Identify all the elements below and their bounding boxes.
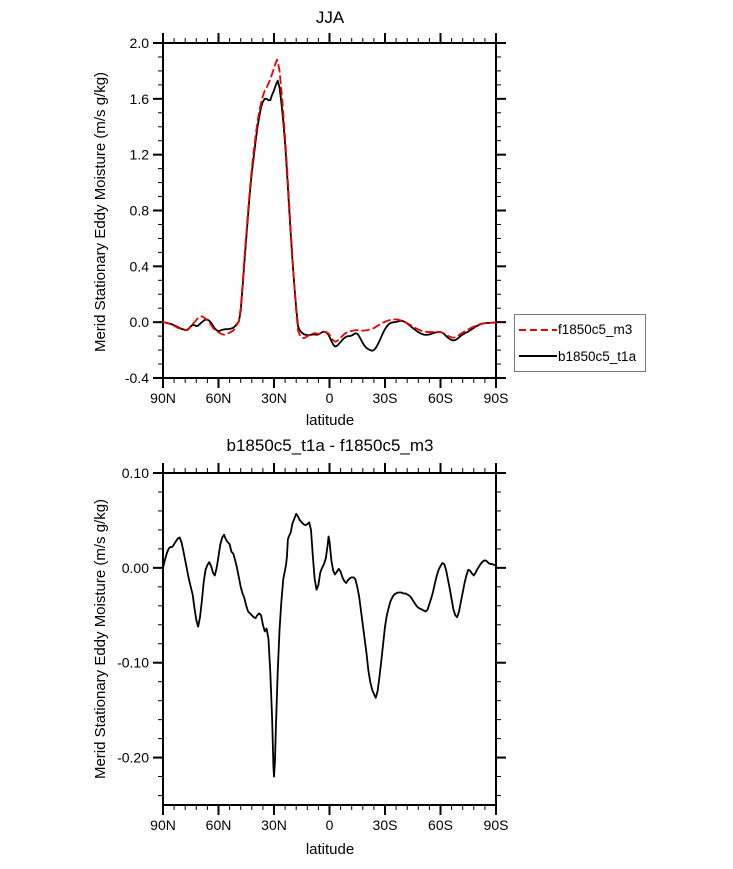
red-dashed-line-swatch-icon — [519, 328, 557, 331]
y-tick-label: 1.6 — [130, 91, 150, 107]
y-tick-label: 0.0 — [130, 314, 150, 330]
jja-chart-title: JJA — [315, 8, 345, 27]
legend: f1850c5_m3 b1850c5_t1a — [514, 314, 646, 372]
series-line-f1850c5-m3 — [162, 58, 497, 343]
difference-y-axis-label: Merid Stationary Eddy Moisture (m/s g/kg… — [92, 498, 109, 780]
x-tick-label: 60N — [206, 390, 232, 406]
jja-x-axis-label: latitude — [305, 412, 355, 429]
difference-x-axis-label: latitude — [305, 841, 355, 858]
x-tick-label: 90N — [150, 817, 176, 833]
x-tick-label: 90S — [484, 390, 509, 406]
black-solid-line-swatch-icon — [519, 355, 557, 358]
y-tick-label: 0.00 — [122, 560, 149, 576]
legend-item: f1850c5_m3 — [518, 318, 645, 342]
difference-plot-area: 90N 60N 30N 0 30S 60S 90S 0.10 0.00 -0.10 -0.20 — [117, 463, 508, 833]
x-tick-label: 30S — [373, 390, 398, 406]
x-tick-label: 30N — [261, 390, 287, 406]
series-line-b1850c5-t1a-f1850c5-m3 — [162, 512, 497, 778]
y-tick-label: -0.10 — [117, 655, 149, 671]
x-tick-label: 60S — [428, 817, 453, 833]
legend-item: b1850c5_t1a — [518, 344, 645, 368]
x-tick-label: 90S — [484, 817, 509, 833]
difference-chart-title: b1850c5_t1a - f1850c5_m3 — [226, 436, 434, 455]
y-tick-label: 0.10 — [122, 465, 149, 481]
x-tick-label: 30N — [261, 817, 287, 833]
x-tick-label: 90N — [150, 390, 176, 406]
legend-label: f1850c5_m3 — [558, 322, 633, 338]
series-line-b1850c5-t1a — [162, 79, 497, 352]
y-tick-label: 2.0 — [130, 35, 150, 51]
x-tick-label: 0 — [326, 390, 334, 406]
y-tick-label: 0.4 — [130, 258, 150, 274]
y-tick-label: 1.2 — [130, 147, 150, 163]
y-tick-label: -0.20 — [117, 750, 149, 766]
y-tick-label: -0.4 — [125, 370, 149, 386]
jja-y-axis-label: Merid Stationary Eddy Moisture (m/s g/kg… — [92, 71, 109, 353]
x-tick-label: 0 — [326, 817, 334, 833]
legend-label: b1850c5_t1a — [558, 348, 637, 364]
x-tick-label: 60N — [206, 817, 232, 833]
jja-plot-area: 90N 60N 30N 0 30S 60S 90S 2.0 1.6 1.2 0.8 0.4 0.0 -0.… — [125, 33, 509, 406]
axis-frame — [162, 472, 497, 806]
x-tick-label: 60S — [428, 390, 453, 406]
y-tick-label: 0.8 — [130, 203, 150, 219]
x-tick-label: 30S — [373, 817, 398, 833]
